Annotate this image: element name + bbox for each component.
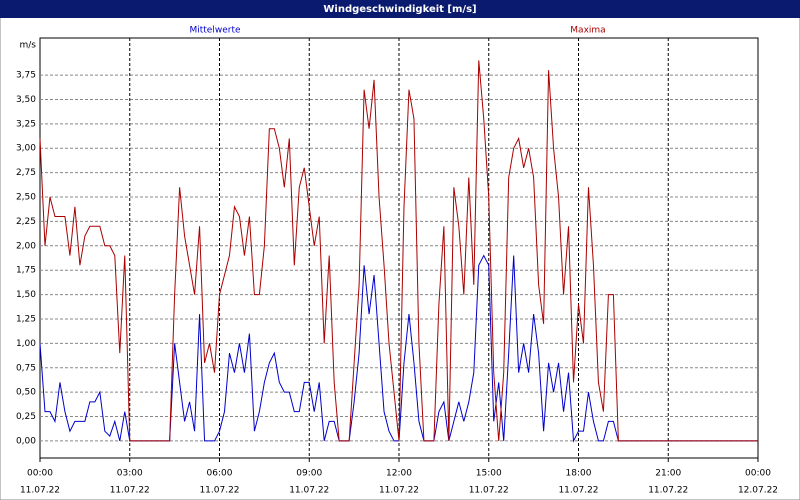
- x-tick-label: 12:00: [386, 469, 412, 479]
- chart-title: Windgeschwindigkeit [m/s]: [323, 4, 476, 15]
- y-tick-label: 3,75: [16, 71, 36, 81]
- x-tick-label: 09:00: [296, 469, 322, 479]
- x-tick-label: 21:00: [655, 469, 681, 479]
- x-tick-label: 00:00: [745, 469, 771, 479]
- y-tick-label: 0,00: [16, 436, 36, 446]
- y-tick-label: 2,25: [16, 217, 36, 227]
- x-tick-date: 11.07.22: [20, 486, 60, 496]
- y-tick-label: 2,50: [16, 193, 36, 203]
- y-unit: m/s: [20, 41, 37, 51]
- y-tick-label: 1,75: [16, 266, 36, 276]
- y-tick-label: 3,50: [16, 95, 36, 105]
- series-line: [39, 60, 758, 442]
- title-bar: [0, 0, 800, 18]
- x-tick-date: 11.07.22: [289, 486, 329, 496]
- x-tick-label: 15:00: [476, 469, 502, 479]
- x-tick-date: 11.07.22: [110, 486, 150, 496]
- x-tick-label: 06:00: [207, 469, 233, 479]
- x-tick-date: 11.07.22: [469, 486, 509, 496]
- y-tick-label: 0,25: [16, 412, 36, 422]
- x-tick-label: 00:00: [27, 469, 53, 479]
- x-tick-label: 18:00: [566, 469, 592, 479]
- y-tick-label: 2,75: [16, 168, 36, 178]
- x-tick-date: 11.07.22: [199, 486, 239, 496]
- legend-label: Maxima: [570, 26, 605, 36]
- y-tick-label: 1,25: [16, 314, 36, 324]
- y-tick-label: 3,25: [16, 119, 36, 129]
- y-tick-label: 1,00: [16, 339, 36, 349]
- x-tick-date: 12.07.22: [738, 486, 778, 496]
- y-tick-label: 2,00: [16, 241, 36, 251]
- y-tick-label: 3,00: [16, 144, 36, 154]
- y-tick-label: 0,75: [16, 363, 36, 373]
- x-tick-date: 11.07.22: [558, 486, 598, 496]
- x-tick-date: 11.07.22: [648, 486, 688, 496]
- legend-label: Mittelwerte: [189, 26, 240, 36]
- x-tick-date: 11.07.22: [379, 486, 419, 496]
- y-tick-label: 1,50: [16, 290, 36, 300]
- x-tick-label: 03:00: [117, 469, 143, 479]
- y-tick-label: 0,50: [16, 388, 36, 398]
